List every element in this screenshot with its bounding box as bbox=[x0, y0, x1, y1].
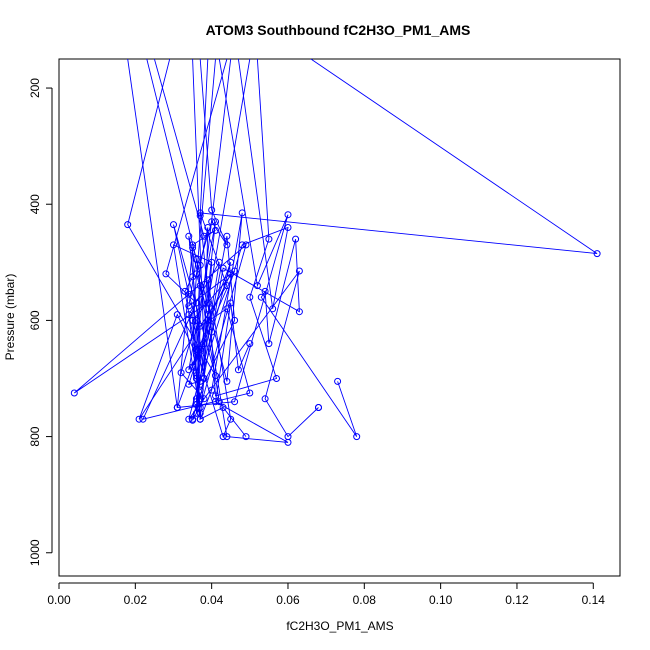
data-point bbox=[196, 404, 204, 411]
data-point bbox=[189, 415, 197, 423]
data-point bbox=[185, 415, 193, 423]
data-point bbox=[265, 340, 273, 348]
data-point bbox=[223, 433, 231, 441]
data-point bbox=[223, 232, 231, 240]
data-point bbox=[273, 375, 280, 382]
data-point bbox=[223, 305, 231, 313]
series-line-4 bbox=[146, 59, 289, 443]
data-point bbox=[189, 273, 197, 281]
data-point bbox=[292, 235, 300, 243]
y-axis-label: Pressure (mbar) bbox=[3, 274, 17, 361]
series-layer bbox=[70, 59, 601, 446]
data-point bbox=[246, 389, 254, 397]
data-point bbox=[196, 415, 204, 423]
data-point bbox=[200, 340, 208, 348]
data-point bbox=[246, 340, 254, 348]
x-tick-label: 0.00 bbox=[47, 593, 71, 607]
y-tick-label: 1000 bbox=[28, 539, 42, 566]
data-point bbox=[204, 224, 212, 231]
x-tick-label: 0.04 bbox=[200, 593, 224, 607]
data-point bbox=[192, 409, 200, 417]
y-tick-label: 600 bbox=[28, 310, 42, 330]
x-tick-label: 0.06 bbox=[276, 593, 300, 607]
data-point bbox=[212, 218, 219, 226]
x-axis-label: fC2H3O_PM1_AMS bbox=[286, 619, 393, 633]
data-point bbox=[192, 255, 200, 263]
data-point bbox=[227, 415, 235, 423]
y-tick-label: 200 bbox=[28, 78, 42, 98]
series-line-13 bbox=[74, 59, 251, 408]
data-point bbox=[124, 221, 132, 229]
data-point bbox=[185, 311, 193, 319]
data-point bbox=[204, 311, 212, 319]
x-tick-label: 0.08 bbox=[353, 593, 377, 607]
series-line-2 bbox=[176, 59, 289, 420]
data-point bbox=[185, 302, 193, 310]
data-point bbox=[162, 270, 170, 278]
data-point bbox=[284, 433, 292, 441]
series-line-12 bbox=[138, 59, 598, 420]
data-point bbox=[200, 395, 208, 403]
data-point bbox=[295, 308, 303, 316]
data-point bbox=[223, 282, 231, 290]
data-point bbox=[231, 316, 239, 324]
data-point bbox=[219, 433, 227, 441]
data-point bbox=[170, 221, 177, 229]
data-point bbox=[353, 433, 361, 441]
data-point bbox=[196, 209, 204, 217]
data-point bbox=[223, 377, 231, 385]
data-point bbox=[223, 241, 231, 249]
data-point bbox=[196, 282, 204, 290]
data-point bbox=[219, 404, 227, 411]
data-point bbox=[227, 258, 235, 266]
plot-frame bbox=[58, 58, 621, 577]
data-point bbox=[208, 305, 216, 313]
chart-title: ATOM3 Southbound fC2H3O_PM1_AMS bbox=[206, 22, 471, 38]
data-point bbox=[242, 241, 250, 249]
data-point bbox=[284, 224, 292, 231]
data-point bbox=[238, 209, 246, 217]
data-point bbox=[139, 415, 147, 423]
data-point bbox=[185, 232, 193, 240]
x-tick-label: 0.12 bbox=[505, 593, 529, 607]
data-point bbox=[284, 211, 292, 219]
data-point bbox=[242, 433, 250, 441]
data-point bbox=[295, 267, 303, 275]
data-point bbox=[208, 206, 216, 214]
data-point bbox=[196, 261, 204, 269]
x-tick-label: 0.02 bbox=[124, 593, 148, 607]
data-point bbox=[261, 287, 269, 295]
y-tick-label: 400 bbox=[28, 194, 42, 214]
data-point bbox=[334, 377, 342, 385]
data-point bbox=[208, 386, 216, 394]
y-axis: 200 400 600 800 1000 bbox=[28, 78, 53, 566]
x-axis: 0.00 0.02 0.04 0.06 0.08 0.10 0.12 0.14 bbox=[47, 582, 606, 607]
data-point bbox=[215, 398, 223, 406]
y-tick-label: 800 bbox=[28, 426, 42, 446]
data-point bbox=[204, 299, 212, 307]
data-point bbox=[261, 395, 269, 403]
data-point bbox=[181, 287, 189, 295]
x-tick-label: 0.14 bbox=[582, 593, 606, 607]
data-point bbox=[593, 250, 601, 258]
data-point bbox=[315, 404, 322, 411]
data-point bbox=[173, 311, 181, 319]
data-point bbox=[185, 366, 193, 374]
data-point bbox=[231, 267, 239, 275]
series-line-6 bbox=[172, 59, 213, 414]
data-point bbox=[135, 415, 143, 423]
series-line-8 bbox=[127, 59, 319, 438]
data-point bbox=[246, 293, 254, 301]
data-point bbox=[257, 293, 265, 301]
data-point bbox=[192, 395, 200, 403]
data-point bbox=[231, 398, 239, 406]
data-point bbox=[265, 235, 273, 243]
x-tick-label: 0.10 bbox=[429, 593, 453, 607]
data-point bbox=[196, 386, 204, 394]
series-line-15 bbox=[188, 59, 236, 399]
data-point bbox=[192, 299, 200, 307]
data-point bbox=[234, 366, 242, 374]
data-point bbox=[70, 389, 78, 397]
